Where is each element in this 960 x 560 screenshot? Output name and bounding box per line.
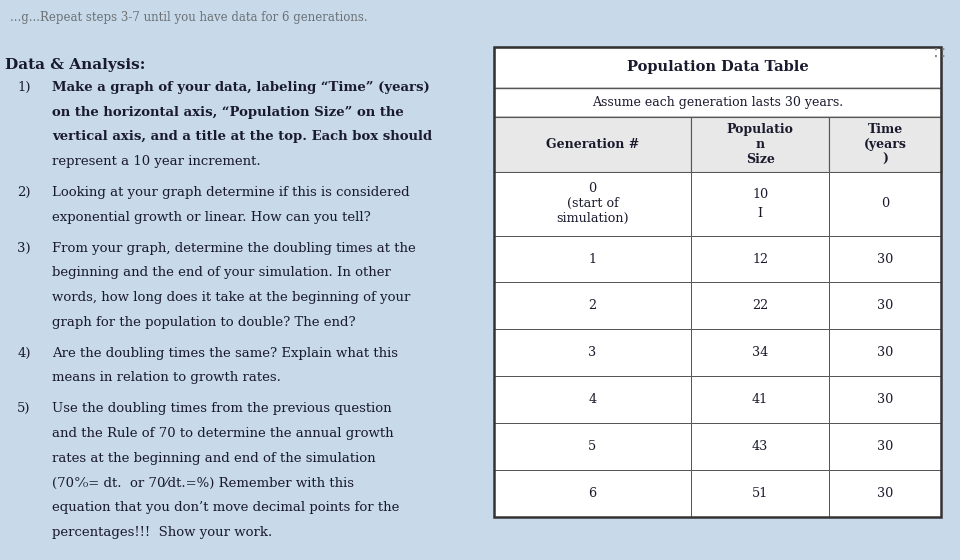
- Bar: [494, 117, 691, 172]
- Text: 3: 3: [588, 346, 596, 360]
- Bar: [829, 117, 941, 172]
- Text: 5: 5: [588, 440, 596, 453]
- Text: 2: 2: [588, 300, 596, 312]
- Text: 0
(start of
simulation): 0 (start of simulation): [556, 183, 629, 226]
- Text: 43: 43: [752, 440, 768, 453]
- Text: Populatio
n
Size: Populatio n Size: [727, 123, 794, 166]
- Bar: [691, 172, 829, 236]
- Text: Are the doubling times the same? Explain what this: Are the doubling times the same? Explain…: [52, 347, 397, 360]
- Bar: [829, 172, 941, 236]
- Text: I: I: [757, 207, 762, 220]
- Text: words, how long does it take at the beginning of your: words, how long does it take at the begi…: [52, 291, 410, 304]
- Text: ...g...Repeat steps 3-7 until you have data for 6 generations.: ...g...Repeat steps 3-7 until you have d…: [10, 11, 368, 25]
- Bar: [829, 236, 941, 282]
- Text: 2): 2): [17, 186, 31, 199]
- Text: 4): 4): [17, 347, 31, 360]
- Text: vertical axis, and a title at the top. Each box should: vertical axis, and a title at the top. E…: [52, 130, 432, 143]
- Bar: [494, 423, 691, 470]
- Bar: [829, 470, 941, 517]
- Bar: [691, 470, 829, 517]
- Text: graph for the population to double? The end?: graph for the population to double? The …: [52, 316, 355, 329]
- Bar: [691, 423, 829, 470]
- Text: 5): 5): [17, 402, 31, 416]
- Text: Assume each generation lasts 30 years.: Assume each generation lasts 30 years.: [592, 96, 843, 109]
- Text: 30: 30: [877, 487, 894, 500]
- Bar: [691, 376, 829, 423]
- Text: rates at the beginning and end of the simulation: rates at the beginning and end of the si…: [52, 452, 375, 465]
- Text: 0: 0: [881, 198, 889, 211]
- Text: From your graph, determine the doubling times at the: From your graph, determine the doubling …: [52, 241, 416, 255]
- Bar: [691, 282, 829, 329]
- Bar: [829, 376, 941, 423]
- Text: 41: 41: [752, 393, 768, 406]
- Text: (70°⁄₀= dt.  or 70⁄dt.=%) Remember with this: (70°⁄₀= dt. or 70⁄dt.=%) Remember with t…: [52, 477, 354, 489]
- Text: 1: 1: [588, 253, 596, 265]
- Bar: [691, 236, 829, 282]
- Text: Make a graph of your data, labeling “Time” (years): Make a graph of your data, labeling “Tim…: [52, 81, 430, 94]
- Text: 30: 30: [877, 253, 894, 265]
- Text: represent a 10 year increment.: represent a 10 year increment.: [52, 155, 260, 168]
- Bar: [494, 282, 691, 329]
- Bar: [494, 376, 691, 423]
- Text: Generation #: Generation #: [546, 138, 639, 151]
- Bar: [494, 172, 691, 236]
- Bar: [494, 117, 941, 172]
- Bar: [494, 47, 941, 87]
- Text: 51: 51: [752, 487, 768, 500]
- Bar: [494, 236, 691, 282]
- Text: ∷: ∷: [934, 45, 946, 63]
- Text: equation that you don’t move decimal points for the: equation that you don’t move decimal poi…: [52, 501, 399, 514]
- Text: beginning and the end of your simulation. In other: beginning and the end of your simulation…: [52, 267, 391, 279]
- Text: Data & Analysis:: Data & Analysis:: [5, 58, 145, 72]
- Text: 12: 12: [752, 253, 768, 265]
- Bar: [494, 470, 691, 517]
- Text: 4: 4: [588, 393, 596, 406]
- Text: and the Rule of 70 to determine the annual growth: and the Rule of 70 to determine the annu…: [52, 427, 394, 440]
- Bar: [691, 117, 829, 172]
- Text: Use the doubling times from the previous question: Use the doubling times from the previous…: [52, 402, 392, 416]
- Bar: [691, 329, 829, 376]
- Bar: [829, 282, 941, 329]
- Text: 30: 30: [877, 346, 894, 360]
- Text: Population Data Table: Population Data Table: [627, 60, 808, 74]
- Bar: [829, 423, 941, 470]
- Text: exponential growth or linear. How can you tell?: exponential growth or linear. How can yo…: [52, 211, 371, 223]
- Text: Looking at your graph determine if this is considered: Looking at your graph determine if this …: [52, 186, 410, 199]
- Text: means in relation to growth rates.: means in relation to growth rates.: [52, 371, 280, 384]
- Text: 10: 10: [752, 188, 768, 201]
- Text: 30: 30: [877, 393, 894, 406]
- Text: 30: 30: [877, 440, 894, 453]
- Text: 34: 34: [752, 346, 768, 360]
- Bar: [494, 329, 691, 376]
- Text: 1): 1): [17, 81, 31, 94]
- Text: Time
(years
): Time (years ): [864, 123, 906, 166]
- Bar: [829, 329, 941, 376]
- Text: on the horizontal axis, “Population Size” on the: on the horizontal axis, “Population Size…: [52, 106, 403, 119]
- Text: percentages!!!  Show your work.: percentages!!! Show your work.: [52, 526, 273, 539]
- Text: 6: 6: [588, 487, 596, 500]
- Bar: [494, 87, 941, 117]
- Text: 3): 3): [17, 241, 31, 255]
- Text: 30: 30: [877, 300, 894, 312]
- Text: 22: 22: [752, 300, 768, 312]
